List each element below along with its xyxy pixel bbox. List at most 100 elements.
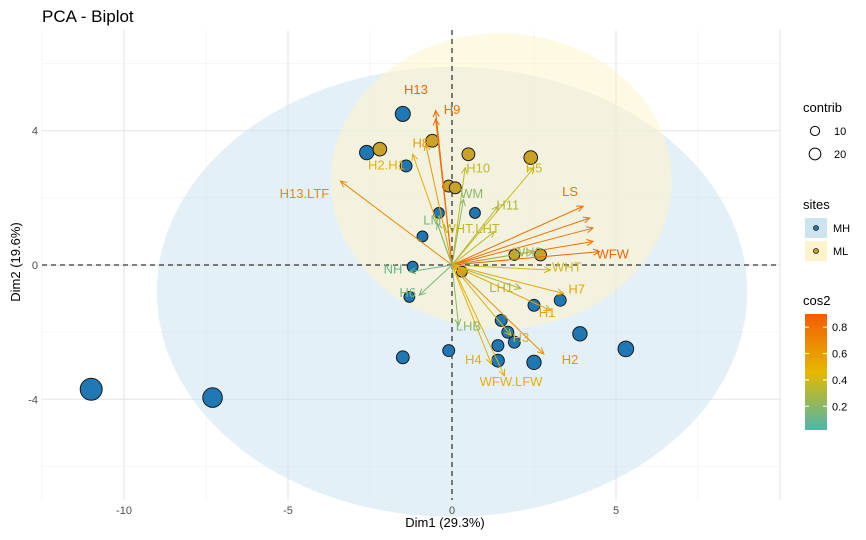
arrow-wht-lht [451, 231, 495, 266]
arrow-nh [409, 264, 453, 273]
legend-contrib-key [809, 125, 821, 137]
variable-label: LM [423, 213, 441, 228]
y-tick-label: 4 [32, 126, 38, 138]
y-tick-label: -4 [28, 394, 38, 406]
arrow-head [543, 304, 552, 311]
arrow-head [485, 357, 493, 366]
variable-label: LS [562, 184, 578, 199]
legend-sites-key [813, 225, 819, 231]
arrow-head [339, 180, 348, 188]
x-tick-label: 0 [449, 505, 455, 517]
arrow-head [432, 109, 440, 118]
arrow-head [556, 288, 565, 296]
arrow-h9 [435, 118, 453, 266]
data-point-mh [526, 354, 542, 371]
variable-label: WHT.LHT [444, 221, 500, 236]
legend-contrib-title: contrib [803, 100, 842, 115]
arrow-head [423, 143, 431, 152]
data-point-mh [494, 313, 508, 327]
data-point-ml [523, 150, 539, 165]
arrow-wh3 [451, 251, 535, 266]
data-point-mh [406, 260, 419, 273]
arrow-head [460, 166, 468, 175]
data-point-mh [469, 207, 481, 219]
data-point-mh [553, 293, 567, 307]
variable-label: H3 [513, 330, 530, 345]
data-point-mh [395, 350, 410, 365]
variable-label: H2.H1 [368, 157, 405, 172]
arrow-wfw [451, 251, 600, 266]
variable-label: WFW.LFW [480, 374, 544, 389]
variable-label: H11 [496, 198, 519, 213]
legend-sites-label: ML [833, 246, 848, 258]
legend-cos2-title: cos2 [803, 293, 830, 308]
arrow-wfw-lfw [451, 264, 505, 376]
arrow-h1 [451, 264, 551, 311]
arrow-h13-ltf [340, 180, 453, 266]
data-point-mh [416, 230, 429, 243]
arrow-head [527, 249, 536, 257]
individuals [79, 105, 635, 408]
arrow-h4 [451, 264, 492, 365]
arrow-head [418, 288, 427, 296]
variable-label: LHB [456, 318, 481, 333]
variable-label: H7 [568, 282, 585, 297]
arrow-head [576, 205, 585, 212]
arrow-h6 [418, 264, 453, 296]
arrow-head [454, 318, 462, 327]
arrow-head [504, 328, 512, 337]
variable-label: H5 [526, 161, 543, 176]
arrow-lh1 [451, 264, 522, 289]
legend-cos2-label: 0.2 [832, 401, 847, 413]
legend-cos2-label: 0.8 [832, 322, 847, 334]
arrow-h2 [451, 264, 545, 355]
arrow-head [498, 368, 506, 377]
plot-area: -10 -5 0 5 -4 0 4 H13 H9 H8 H2.H1 H13.LTF H10 H5 WM H11… [28, 30, 781, 517]
arrow-h7 [451, 264, 564, 295]
arrow-head [435, 221, 443, 231]
variable-label: H13.LTF [280, 186, 330, 201]
variable-label: H10 [466, 161, 490, 176]
arrow-h10 [451, 167, 466, 266]
variable-label: H4 [465, 352, 482, 367]
variable-label: H2 [562, 352, 579, 367]
variable-label: WH3 [513, 245, 542, 260]
legend-sites-title: sites [803, 197, 830, 212]
data-point-mh [491, 353, 505, 368]
data-point-mh [491, 339, 505, 353]
arrow-head [586, 239, 595, 246]
data-point-mh [399, 159, 413, 173]
legend-cos2-colorbar [805, 314, 827, 430]
arrow-h11 [451, 205, 499, 266]
arrow-lhb [451, 264, 460, 326]
variable-label: H6 [399, 285, 416, 300]
y-tick-label: 0 [32, 260, 38, 272]
data-point-mh [507, 335, 521, 349]
arrow-head [408, 267, 417, 275]
arrow-l1 [451, 217, 590, 266]
arrow-lm [436, 222, 453, 266]
arrow-h5 [451, 167, 535, 266]
legend-cos2-label: 0.6 [832, 349, 847, 361]
legend-sites-label: MH [833, 223, 850, 235]
legend-contrib-key [808, 147, 822, 161]
legend-sites-key [813, 248, 819, 254]
x-tick-label: -10 [116, 505, 132, 517]
arrow-wht [451, 264, 551, 271]
ellipse-ml [330, 33, 672, 329]
chart-title: PCA - Biplot [42, 7, 134, 26]
variable-label: H1 [539, 305, 556, 320]
variable-label: H13 [404, 82, 428, 97]
variable-label: WFW [596, 246, 629, 261]
arrow-head [513, 283, 522, 290]
data-point-mh [202, 387, 223, 408]
arrow-head [458, 198, 466, 207]
data-point-mh [442, 344, 456, 358]
arrow-head [586, 226, 595, 233]
arrow-head [527, 166, 535, 175]
data-point-mh [79, 377, 103, 401]
variable-label: H9 [444, 102, 461, 117]
x-axis-label: Dim1 (29.3%) [405, 515, 484, 530]
